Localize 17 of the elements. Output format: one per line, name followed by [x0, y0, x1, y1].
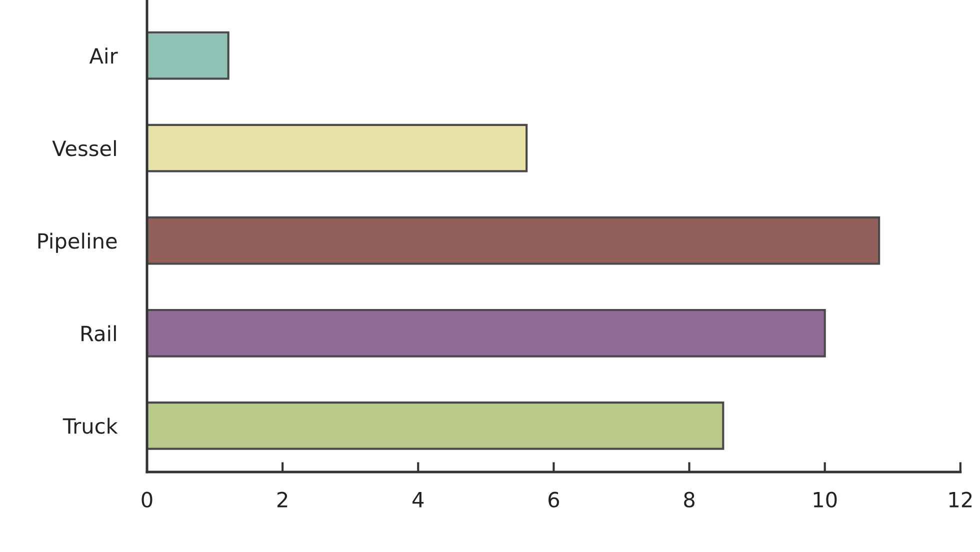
- x-tick-label: 6: [548, 492, 560, 508]
- bar: [147, 124, 528, 172]
- bar: [147, 402, 724, 450]
- x-tick-label: 8: [684, 492, 694, 508]
- x-tick-label: 10: [814, 492, 837, 508]
- y-tick-label: Air: [89, 48, 118, 64]
- y-tick-label: Truck: [62, 418, 118, 434]
- x-tick-label: 0: [142, 492, 152, 508]
- x-tick-label: 2: [277, 492, 288, 508]
- bar: [147, 31, 230, 80]
- x-tick-label: 12: [949, 492, 972, 508]
- x-tick-label: 4: [412, 492, 424, 508]
- y-tick-label: Rail: [82, 325, 116, 342]
- bar: [147, 308, 826, 358]
- bar: [147, 216, 880, 265]
- y-tick-label: Pipeline: [38, 232, 117, 253]
- y-tick-label: Vessel: [52, 140, 116, 156]
